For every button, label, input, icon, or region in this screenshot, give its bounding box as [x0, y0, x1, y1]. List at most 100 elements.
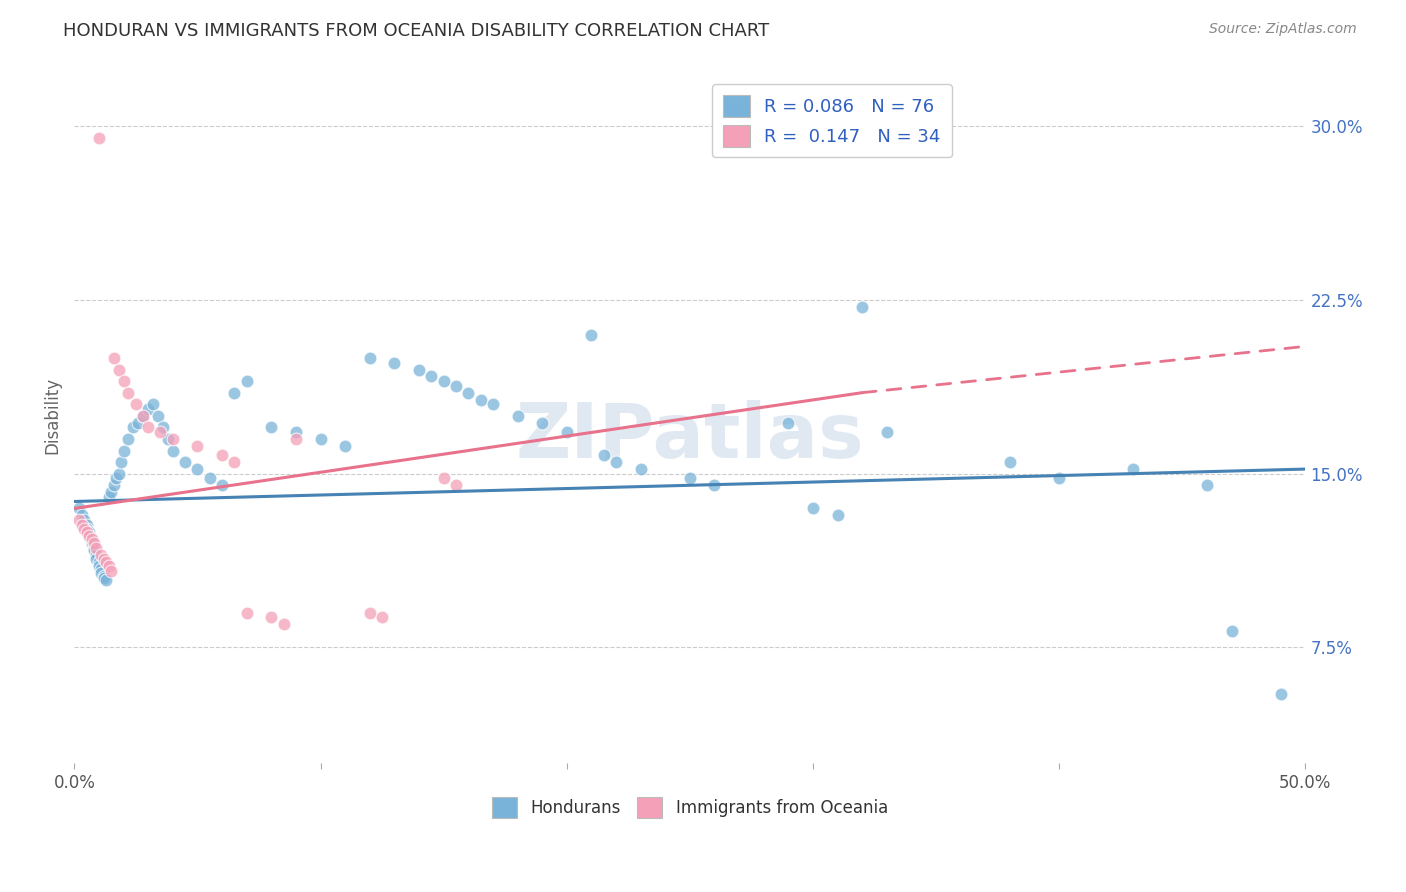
Point	[801, 501, 824, 516]
Point	[107, 467, 129, 481]
Point	[174, 455, 197, 469]
Point	[457, 385, 479, 400]
Point	[80, 536, 103, 550]
Point	[703, 478, 725, 492]
Point	[110, 455, 132, 469]
Point	[127, 416, 149, 430]
Point	[1122, 462, 1144, 476]
Point	[83, 543, 105, 558]
Point	[851, 300, 873, 314]
Point	[260, 420, 283, 434]
Point	[408, 362, 430, 376]
Point	[211, 448, 233, 462]
Point	[998, 455, 1021, 469]
Point	[73, 522, 96, 536]
Point	[778, 416, 800, 430]
Point	[420, 369, 443, 384]
Point	[152, 420, 174, 434]
Point	[333, 439, 356, 453]
Point	[117, 385, 139, 400]
Point	[630, 462, 652, 476]
Point	[235, 606, 257, 620]
Point	[67, 501, 90, 516]
Point	[90, 561, 112, 575]
Point	[100, 564, 122, 578]
Point	[112, 443, 135, 458]
Point	[96, 573, 118, 587]
Point	[1047, 471, 1070, 485]
Point	[125, 397, 148, 411]
Point	[76, 522, 98, 536]
Point	[273, 617, 295, 632]
Point	[162, 443, 184, 458]
Point	[86, 548, 108, 562]
Point	[132, 409, 155, 423]
Point	[77, 529, 100, 543]
Point	[97, 559, 120, 574]
Point	[359, 351, 381, 365]
Point	[87, 555, 110, 569]
Point	[73, 513, 96, 527]
Point	[146, 409, 169, 423]
Point	[482, 397, 505, 411]
Point	[827, 508, 849, 523]
Point	[86, 552, 108, 566]
Point	[83, 536, 105, 550]
Point	[444, 478, 467, 492]
Point	[87, 131, 110, 145]
Point	[142, 397, 165, 411]
Text: HONDURAN VS IMMIGRANTS FROM OCEANIA DISABILITY CORRELATION CHART: HONDURAN VS IMMIGRANTS FROM OCEANIA DISA…	[63, 22, 769, 40]
Point	[384, 355, 406, 369]
Text: ZIPatlas: ZIPatlas	[516, 400, 865, 474]
Point	[531, 416, 554, 430]
Y-axis label: Disability: Disability	[44, 377, 60, 454]
Point	[592, 448, 614, 462]
Point	[876, 425, 898, 439]
Point	[112, 374, 135, 388]
Point	[76, 524, 98, 539]
Point	[581, 327, 603, 342]
Point	[211, 478, 233, 492]
Point	[87, 559, 110, 574]
Point	[235, 374, 257, 388]
Point	[371, 610, 394, 624]
Point	[156, 432, 179, 446]
Point	[1270, 687, 1292, 701]
Point	[506, 409, 529, 423]
Point	[90, 566, 112, 581]
Point	[433, 471, 456, 485]
Point	[1195, 478, 1218, 492]
Point	[162, 432, 184, 446]
Point	[97, 490, 120, 504]
Point	[86, 541, 108, 555]
Point	[1220, 624, 1243, 639]
Point	[224, 385, 246, 400]
Point	[132, 409, 155, 423]
Point	[70, 517, 93, 532]
Point	[149, 425, 172, 439]
Point	[470, 392, 492, 407]
Point	[67, 513, 90, 527]
Point	[93, 568, 115, 582]
Point	[117, 432, 139, 446]
Point	[136, 401, 159, 416]
Point	[93, 552, 115, 566]
Point	[76, 517, 98, 532]
Point	[93, 571, 115, 585]
Point	[136, 420, 159, 434]
Point	[605, 455, 627, 469]
Point	[198, 471, 221, 485]
Legend: Hondurans, Immigrants from Oceania: Hondurans, Immigrants from Oceania	[485, 790, 894, 824]
Point	[80, 532, 103, 546]
Point	[359, 606, 381, 620]
Point	[83, 541, 105, 555]
Point	[284, 425, 307, 439]
Point	[284, 432, 307, 446]
Point	[80, 532, 103, 546]
Point	[186, 462, 208, 476]
Point	[100, 485, 122, 500]
Point	[107, 362, 129, 376]
Point	[77, 529, 100, 543]
Point	[103, 351, 125, 365]
Point	[96, 555, 118, 569]
